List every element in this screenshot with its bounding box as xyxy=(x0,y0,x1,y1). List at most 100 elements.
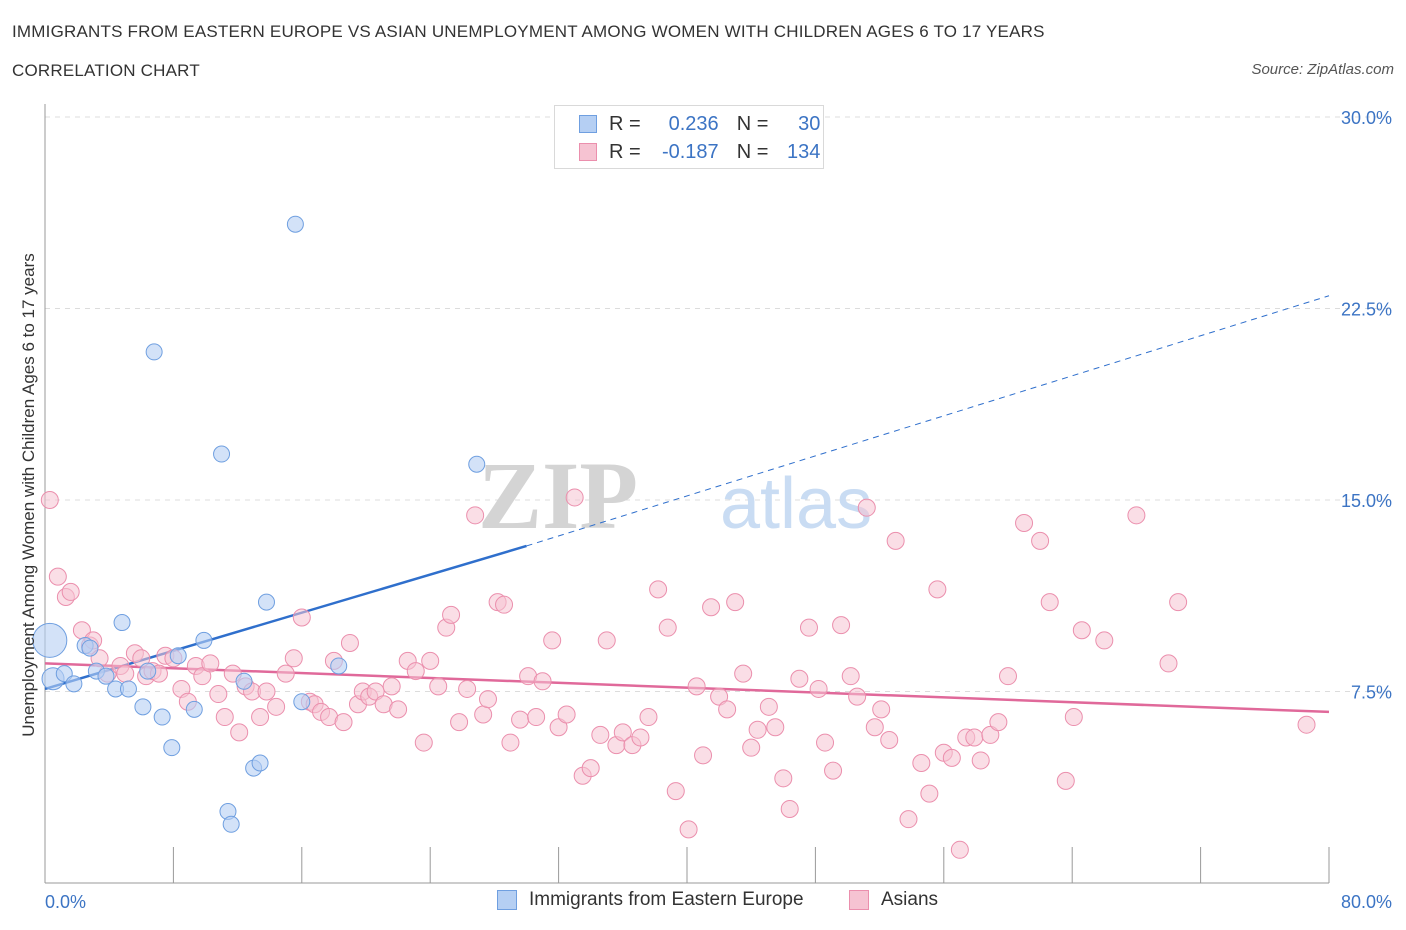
eastern-europe-point xyxy=(169,647,187,665)
eastern-europe-point xyxy=(139,662,157,680)
asians-point xyxy=(466,506,485,525)
asians-point xyxy=(989,713,1008,732)
asians-point xyxy=(857,498,876,517)
asians-point xyxy=(421,651,440,670)
trend-lines xyxy=(44,295,1330,714)
asians-point xyxy=(116,664,135,683)
asians-point xyxy=(848,687,867,706)
asians-point xyxy=(591,725,610,744)
asians-point xyxy=(718,700,737,719)
asians-point xyxy=(251,708,270,727)
asians-point xyxy=(1031,531,1050,550)
y-tick-label: 7.5% xyxy=(1351,683,1392,703)
series-legend: Immigrants from Eastern Europe Asians xyxy=(0,889,1406,915)
asians-point xyxy=(928,580,947,599)
eastern-europe-points xyxy=(32,215,486,833)
asians-point xyxy=(1159,654,1178,673)
asians-point xyxy=(880,731,899,750)
chart-subtitle: CORRELATION CHART xyxy=(12,61,200,80)
eastern-europe-point xyxy=(222,815,240,833)
asians-point xyxy=(679,820,698,839)
asians-point xyxy=(912,753,931,772)
asians-point xyxy=(527,708,546,727)
asians-point xyxy=(942,748,961,767)
asians-point xyxy=(742,738,761,757)
asians-point xyxy=(1169,593,1188,612)
legend-n-label: N = xyxy=(736,140,769,163)
legend-swatch-blue xyxy=(497,890,517,910)
asians-point xyxy=(495,595,514,614)
asians-point xyxy=(920,784,939,803)
asians-point xyxy=(658,618,677,637)
legend-r-label: R = xyxy=(609,112,641,135)
asians-point xyxy=(981,725,1000,744)
legend-swatch-blue xyxy=(579,115,597,133)
asians-point xyxy=(1040,593,1059,612)
asians-point xyxy=(284,649,303,668)
asians-point xyxy=(865,718,884,737)
eastern-europe-point xyxy=(163,739,181,757)
asians-point xyxy=(557,705,576,724)
asians-point xyxy=(1064,708,1083,727)
asians-point xyxy=(193,667,212,686)
asians-point xyxy=(613,723,632,742)
legend-item-label: Asians xyxy=(881,889,939,910)
asians-point xyxy=(267,697,286,716)
asians-point xyxy=(442,605,461,624)
legend-n-label: N = xyxy=(736,112,769,135)
asians-point xyxy=(965,728,984,747)
eastern-europe-point xyxy=(65,675,83,693)
asians-point xyxy=(766,718,785,737)
asians-point xyxy=(841,667,860,686)
asians-point xyxy=(340,633,359,652)
asians-point xyxy=(581,759,600,778)
asians-point xyxy=(474,705,493,724)
watermark: ZIP atlas xyxy=(478,442,872,549)
asians-point xyxy=(639,708,658,727)
asians-point xyxy=(292,608,311,627)
asians-point xyxy=(809,679,828,698)
axes xyxy=(44,104,1330,884)
eastern-europe-point xyxy=(235,672,253,690)
asians-point xyxy=(334,713,353,732)
asians-point xyxy=(649,580,668,599)
eastern-europe-point xyxy=(330,657,348,675)
eastern-europe-point xyxy=(195,631,213,649)
legend-row-asians: R = -0.187 N = 134 xyxy=(579,140,820,164)
eastern-europe-point xyxy=(185,700,203,718)
asians-point xyxy=(1072,621,1091,640)
asians-point xyxy=(899,810,918,829)
asians-point xyxy=(501,733,520,752)
eastern-europe-point xyxy=(257,593,275,611)
y-axis-label: Unemployment Among Women with Children A… xyxy=(19,253,38,737)
asians-point xyxy=(999,667,1017,686)
asians-point xyxy=(533,672,552,691)
eastern-europe-point xyxy=(251,754,269,772)
eastern-europe-point xyxy=(293,693,311,711)
asians-point xyxy=(414,733,433,752)
asians-point xyxy=(759,697,778,716)
legend-swatch-pink xyxy=(849,890,869,910)
eastern-europe-point xyxy=(97,667,115,685)
legend-item-asians: Asians xyxy=(849,889,938,911)
asians-point xyxy=(478,690,497,709)
asians-point xyxy=(666,782,685,801)
asians-point xyxy=(450,713,469,732)
asians-point xyxy=(276,664,295,683)
asians-point xyxy=(780,799,799,818)
asians-point xyxy=(694,746,713,765)
asians-point xyxy=(366,682,385,701)
asians-point xyxy=(702,598,721,617)
asians-point xyxy=(543,631,562,650)
asians-point xyxy=(597,631,616,650)
asians-point xyxy=(1095,631,1114,650)
eastern-europe-point xyxy=(286,215,304,233)
source-credit: Source: ZipAtlas.com xyxy=(1251,61,1394,78)
asians-point xyxy=(1056,771,1075,790)
asians-point xyxy=(687,677,706,696)
legend-r-label: R = xyxy=(609,140,641,163)
legend-n-value: 30 xyxy=(798,112,821,135)
y-tick-label: 30.0% xyxy=(1341,108,1392,128)
asians-point xyxy=(824,761,843,780)
